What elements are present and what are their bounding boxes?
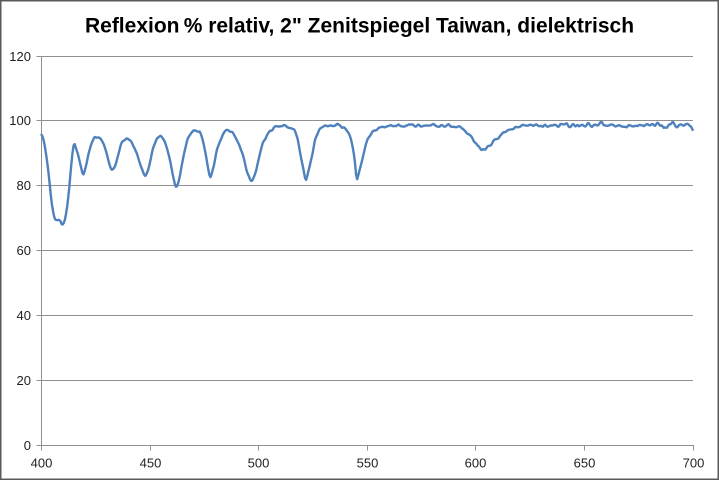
- svg-text:40: 40: [17, 308, 31, 323]
- svg-text:600: 600: [465, 456, 487, 471]
- svg-text:650: 650: [574, 456, 596, 471]
- svg-text:20: 20: [17, 373, 31, 388]
- svg-text:80: 80: [17, 178, 31, 193]
- svg-text:500: 500: [248, 456, 270, 471]
- svg-text:0: 0: [24, 438, 31, 453]
- svg-text:Reflexion % relativ, 2" Zenits: Reflexion % relativ, 2" Zenitspiegel Tai…: [85, 15, 634, 38]
- svg-text:550: 550: [357, 456, 379, 471]
- svg-text:100: 100: [9, 113, 31, 128]
- svg-text:60: 60: [17, 243, 31, 258]
- svg-text:400: 400: [31, 456, 53, 471]
- svg-text:700: 700: [683, 456, 705, 471]
- svg-text:120: 120: [9, 49, 31, 64]
- svg-text:450: 450: [140, 456, 162, 471]
